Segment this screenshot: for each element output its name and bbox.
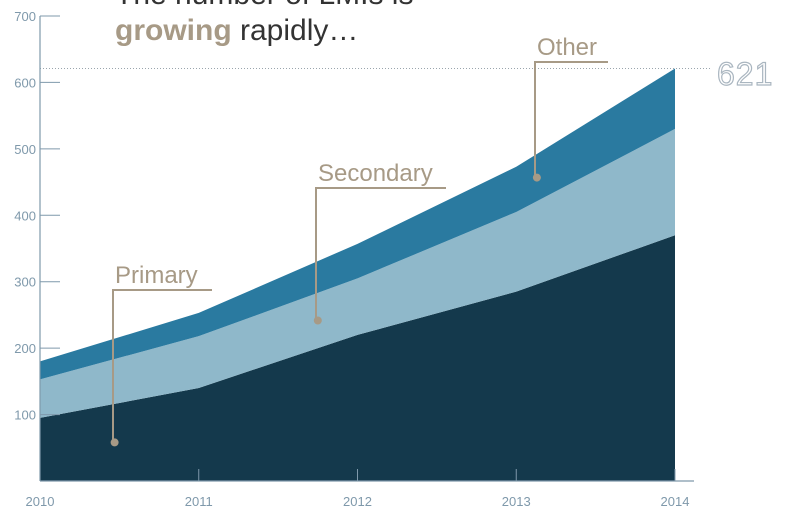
axes: 100 200 300 400 500 600 700 2010 2011 2012 2013 201… xyxy=(14,9,694,509)
callout-label: Other xyxy=(537,34,597,61)
callout-leader xyxy=(112,289,212,444)
end-value-label: 621 xyxy=(717,56,773,92)
x-tick-label: 2011 xyxy=(185,494,213,509)
callout-leader xyxy=(315,187,446,322)
callout-leader xyxy=(534,61,608,179)
y-tick-label: 700 xyxy=(14,9,36,24)
callout-secondary: Secondary xyxy=(313,160,446,325)
callout-other: Other xyxy=(532,34,608,182)
area-secondary xyxy=(40,128,675,418)
callout-label: Primary xyxy=(115,262,198,289)
area-other xyxy=(40,68,675,380)
y-tick-label: 500 xyxy=(14,142,36,157)
callout-primary: Primary xyxy=(110,262,212,447)
y-tick-label: 100 xyxy=(14,408,36,423)
y-tick-label: 600 xyxy=(14,75,36,90)
chart-title-line1: The number of LMIs is xyxy=(115,0,413,11)
callout-label: Secondary xyxy=(318,160,433,187)
title-emphasis: growing xyxy=(115,14,232,47)
title-rest: rapidly… xyxy=(232,14,359,47)
y-tick-label: 200 xyxy=(14,341,36,356)
chart-title-line2: growing rapidly… xyxy=(115,14,358,47)
x-tick-label: 2012 xyxy=(343,494,372,509)
x-tick-label: 2013 xyxy=(502,494,531,509)
y-tick-label: 300 xyxy=(14,275,36,290)
series-annotations: Primary Secondary Other xyxy=(110,34,608,447)
area-primary xyxy=(40,235,675,481)
area-layers xyxy=(40,68,675,481)
y-tick-label: 400 xyxy=(14,208,36,223)
x-tick-label: 2010 xyxy=(26,494,55,509)
x-tick-label: 2014 xyxy=(661,494,690,509)
